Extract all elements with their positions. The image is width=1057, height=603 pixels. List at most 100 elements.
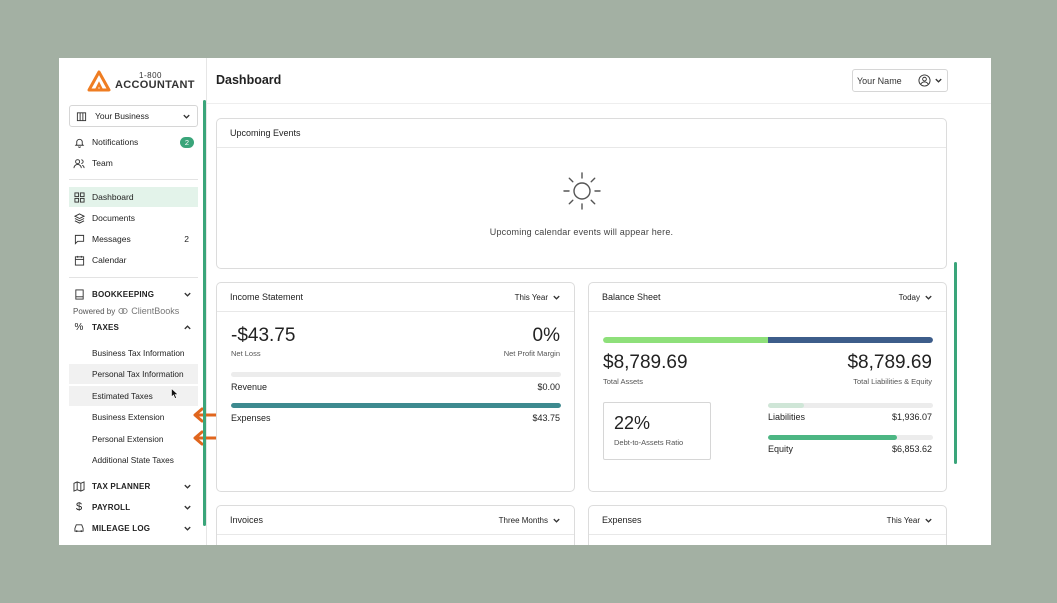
sidebar-item-label: BOOKKEEPING <box>92 289 155 299</box>
card-title: Invoices <box>230 515 264 525</box>
sidebar-item-tax-planner[interactable]: TAX PLANNER <box>69 476 198 496</box>
notifications-badge: 2 <box>179 136 194 148</box>
chevron-down-icon <box>925 295 932 300</box>
period-label: Three Months <box>498 515 548 525</box>
user-name: Your Name <box>857 75 902 86</box>
main-scrollbar[interactable] <box>954 262 957 464</box>
expenses-label: Expenses <box>231 413 271 423</box>
sidebar-item-documents[interactable]: Documents <box>69 208 198 228</box>
period-label: Today <box>898 292 920 302</box>
net-profit-margin-value: 0% <box>532 325 560 346</box>
balance-period-select[interactable]: Today <box>899 293 933 302</box>
book-icon <box>73 288 85 300</box>
chevron-down-icon <box>184 484 191 489</box>
top-bar: Dashboard Your Name <box>207 58 991 104</box>
debt-ratio-box: 22% Debt-to-Assets Ratio <box>603 402 711 460</box>
liabilities-bar <box>768 403 933 408</box>
user-menu-button[interactable]: Your Name <box>852 69 948 92</box>
equity-value: $6,853.62 <box>891 444 932 454</box>
car-icon <box>73 522 85 534</box>
sidebar-scrollbar[interactable] <box>203 100 206 526</box>
sidebar-item-taxes[interactable]: % TAXES <box>69 317 198 337</box>
balance-sheet-card: Balance Sheet Today $8,789.69 Total Asse… <box>588 282 947 492</box>
logo-mark-icon <box>87 70 111 92</box>
income-statement-card: Income Statement This Year -$43.75 Net L… <box>216 282 575 492</box>
liabilities-label: Liabilities <box>768 412 806 422</box>
expenses-card: Expenses This Year <box>588 505 947 545</box>
chevron-down-icon <box>184 505 191 510</box>
income-period-select[interactable]: This Year <box>515 293 561 302</box>
liabilities-bar-fill <box>768 403 805 408</box>
arrow-left-icon <box>193 430 220 446</box>
sidebar-item-label: TAX PLANNER <box>92 481 151 491</box>
sidebar-item-notifications[interactable]: Notifications 2 <box>69 132 198 152</box>
map-icon <box>73 480 85 492</box>
sidebar-item-label: Documents <box>92 213 135 223</box>
chevron-down-icon <box>925 518 932 523</box>
liabilities-value: $1,936.07 <box>891 412 932 422</box>
sidebar-item-payroll[interactable]: $ PAYROLL <box>69 497 198 517</box>
powered-by-prefix: Powered by <box>73 306 116 316</box>
business-select-label: Your Business <box>95 111 150 121</box>
taxes-item-estimated-taxes[interactable]: Estimated Taxes <box>69 386 198 406</box>
card-header: Income Statement This Year <box>217 283 574 312</box>
revenue-value: $0.00 <box>537 382 560 392</box>
logo[interactable]: 1-800 ACCOUNTANT <box>87 68 195 94</box>
net-loss-label: Net Loss <box>231 349 261 358</box>
app-window: 1-800 ACCOUNTANT Your Business Notificat… <box>59 58 991 545</box>
user-circle-icon <box>918 74 931 87</box>
total-liab-equity-value: $8,789.69 <box>847 352 932 373</box>
total-assets-label: Total Assets <box>603 377 644 386</box>
sidebar-item-messages[interactable]: Messages 2 <box>69 229 198 249</box>
taxes-item-additional-state-taxes[interactable]: Additional State Taxes <box>92 455 174 465</box>
taxes-item-personal-tax-info[interactable]: Personal Tax Information <box>69 364 198 384</box>
debt-ratio-label: Debt-to-Assets Ratio <box>614 438 684 447</box>
powered-by: Powered by ClientBooks <box>73 306 179 316</box>
sidebar-item-label: PAYROLL <box>92 502 131 512</box>
grid-icon <box>73 191 85 203</box>
mouse-cursor-icon <box>171 388 179 399</box>
revenue-label: Revenue <box>231 382 268 392</box>
sidebar-item-label: Messages <box>92 234 131 244</box>
logo-big-text: ACCOUNTANT <box>115 78 195 91</box>
sun-icon <box>563 172 601 210</box>
card-title: Expenses <box>602 515 642 525</box>
clientbooks-logo-icon <box>118 308 128 314</box>
taxes-item-personal-extension[interactable]: Personal Extension <box>92 434 164 444</box>
equity-label: Equity <box>768 444 794 454</box>
taxes-item-business-tax-info[interactable]: Business Tax Information <box>92 348 185 358</box>
sidebar-item-bookkeeping[interactable]: BOOKKEEPING <box>69 284 198 304</box>
invoices-period-select[interactable]: Three Months <box>499 516 561 525</box>
card-header: Expenses This Year <box>589 506 946 535</box>
equity-bar <box>768 435 933 440</box>
net-loss-value: -$43.75 <box>231 325 296 346</box>
invoices-card: Invoices Three Months <box>216 505 575 545</box>
page-title: Dashboard <box>216 73 282 87</box>
business-select[interactable]: Your Business <box>69 105 198 127</box>
sidebar-item-label: Team <box>92 158 113 168</box>
sidebar-item-team[interactable]: Team <box>69 153 198 173</box>
card-header: Balance Sheet Today <box>589 283 946 312</box>
chevron-down-icon <box>184 292 191 297</box>
sidebar-item-label: Notifications <box>92 137 139 147</box>
bell-icon <box>73 136 85 148</box>
sidebar-divider <box>69 179 198 180</box>
total-assets-value: $8,789.69 <box>603 352 688 373</box>
users-icon <box>73 157 85 169</box>
powered-by-brand: ClientBooks <box>131 306 180 316</box>
period-label: This Year <box>514 292 548 302</box>
expenses-period-select[interactable]: This Year <box>887 516 933 525</box>
card-title: Upcoming Events <box>230 128 301 138</box>
sidebar-item-dashboard[interactable]: Dashboard <box>69 187 198 207</box>
taxes-item-business-extension[interactable]: Business Extension <box>92 412 165 422</box>
sidebar-item-calendar[interactable]: Calendar <box>69 250 198 270</box>
assets-bar-fill <box>603 337 768 343</box>
equity-bar-fill <box>768 435 897 440</box>
chevron-down-icon <box>183 114 190 119</box>
card-title: Income Statement <box>230 292 304 302</box>
layers-icon <box>73 212 85 224</box>
events-body: Upcoming calendar events will appear her… <box>217 148 946 268</box>
debt-ratio-value: 22% <box>614 413 651 433</box>
sidebar-item-mileage-log[interactable]: MILEAGE LOG <box>69 518 198 538</box>
sidebar-item-label: Calendar <box>92 255 127 265</box>
